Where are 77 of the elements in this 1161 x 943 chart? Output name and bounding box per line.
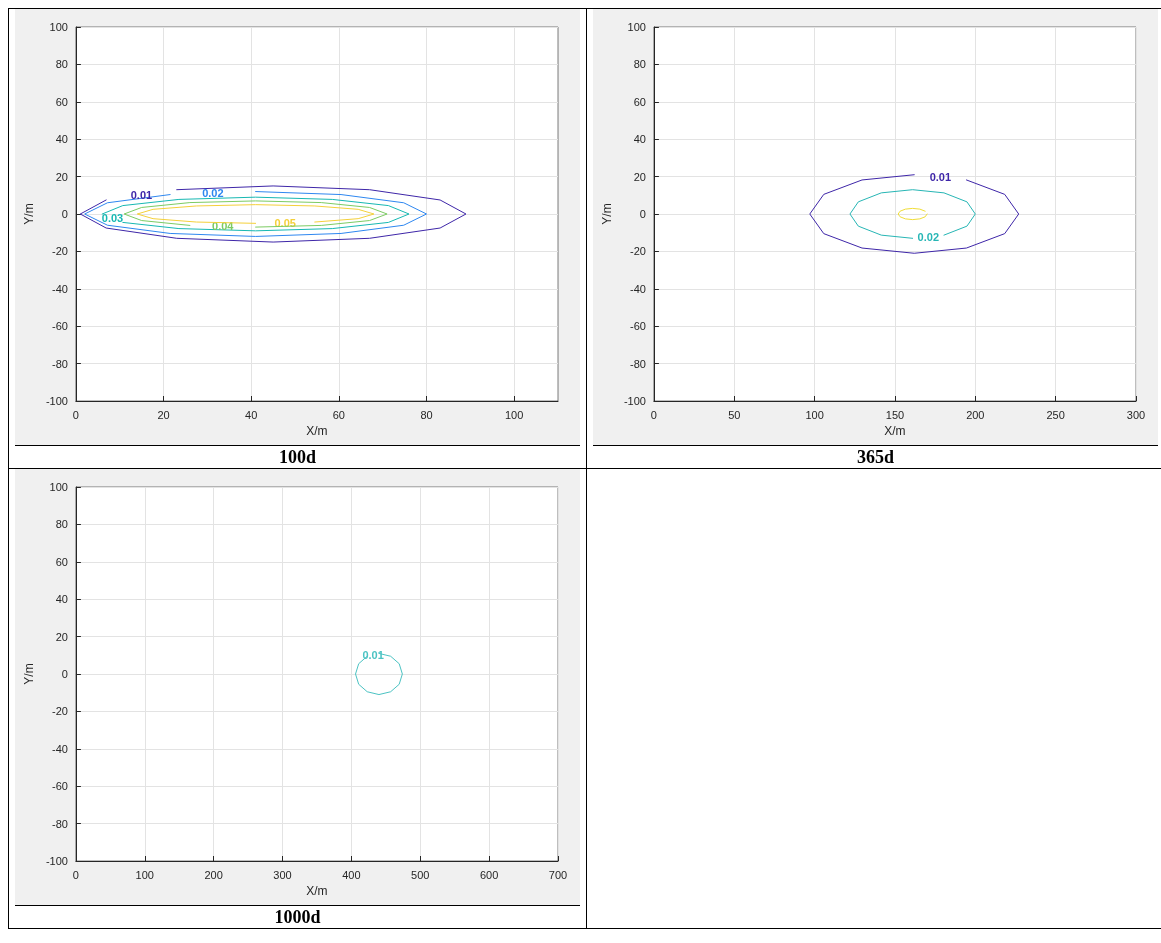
y-tick-label: 60 — [55, 95, 68, 108]
line-series — [355, 652, 403, 696]
y-tick-label: -40 — [52, 742, 68, 755]
line-series — [123, 200, 388, 228]
y-tick-label: 60 — [633, 95, 646, 108]
y-axis-title: Y/m — [22, 203, 36, 225]
series-label: 0.01 — [929, 171, 952, 184]
y-tick-label: 20 — [55, 170, 68, 183]
x-tick-label: 150 — [885, 408, 905, 421]
x-tick-label: 200 — [966, 408, 985, 421]
line-series — [897, 207, 928, 221]
x-tick-label: 40 — [245, 408, 258, 421]
x-tick-label: 300 — [273, 868, 292, 881]
y-tick-label: -100 — [45, 395, 68, 407]
line-series — [849, 189, 976, 239]
text: 0.01 — [130, 188, 153, 201]
x-tick-label: 50 — [728, 408, 741, 421]
x-tick-label: 80 — [420, 408, 433, 421]
y-tick-label: 0 — [61, 208, 68, 220]
series-label: 0.03 — [101, 212, 124, 225]
y-tick-label: 100 — [49, 21, 68, 33]
y-tick-label: 80 — [633, 58, 646, 71]
x-axis-title: X/m — [306, 423, 328, 438]
series-label: 0.05 — [274, 216, 296, 229]
line-series — [84, 191, 428, 237]
y-tick-label: 20 — [55, 630, 68, 643]
x-tick-label: 0 — [72, 868, 79, 881]
x-axis-title: X/m — [306, 883, 328, 898]
y-tick-label: 80 — [55, 518, 68, 531]
y-tick-label: 0 — [61, 668, 68, 680]
y-tick-label: -80 — [630, 357, 646, 370]
x-tick-label: 100 — [504, 408, 524, 421]
y-tick-label: -20 — [630, 245, 646, 258]
x-tick-label: 500 — [411, 868, 430, 881]
y-tick-label: 40 — [633, 133, 646, 146]
y-tick-label: -100 — [45, 855, 68, 867]
text: 100d — [15, 445, 580, 468]
y-tick-label: -60 — [52, 780, 68, 793]
x-tick-label: 600 — [479, 868, 499, 881]
x-tick-label: 0 — [72, 408, 79, 421]
y-axis-title: Y/m — [600, 203, 614, 225]
text: 365d — [593, 445, 1158, 468]
y-tick-label: -20 — [52, 245, 68, 258]
x-tick-label: 100 — [135, 868, 154, 881]
series-label: 0.01 — [362, 648, 384, 661]
x-tick-label: 400 — [342, 868, 361, 881]
x-tick-label: 20 — [157, 408, 170, 421]
text: 1000d — [15, 905, 580, 928]
x-tick-label: 0 — [650, 408, 657, 421]
y-tick-label: 20 — [633, 170, 646, 183]
y-tick-label: -20 — [52, 705, 68, 718]
x-tick-label: 700 — [548, 868, 568, 881]
text: 0.02 — [202, 187, 224, 200]
line-series — [809, 174, 1020, 254]
y-tick-label: 100 — [49, 481, 68, 493]
series-label: 0.02 — [917, 230, 940, 243]
y-tick-label: 40 — [55, 133, 68, 146]
y-tick-label: -100 — [623, 395, 646, 407]
y-tick-label: 0 — [639, 208, 646, 220]
y-tick-label: -60 — [52, 320, 68, 333]
x-tick-label: 100 — [805, 408, 824, 421]
y-tick-label: 100 — [627, 21, 646, 33]
y-tick-label: -60 — [630, 320, 646, 333]
y-tick-label: -40 — [630, 282, 646, 295]
x-tick-label: 300 — [1126, 408, 1146, 421]
x-tick-label: 250 — [1046, 408, 1065, 421]
x-tick-label: 200 — [204, 868, 223, 881]
line-series — [79, 185, 467, 243]
y-tick-label: 80 — [55, 58, 68, 71]
y-tick-label: -80 — [52, 817, 68, 830]
y-tick-label: 60 — [55, 555, 68, 568]
x-tick-label: 60 — [332, 408, 345, 421]
y-tick-label: 40 — [55, 593, 68, 606]
x-axis-title: X/m — [884, 423, 906, 438]
y-tick-label: -40 — [52, 282, 68, 295]
y-tick-label: -80 — [52, 357, 68, 370]
y-axis-title: Y/m — [22, 663, 36, 685]
